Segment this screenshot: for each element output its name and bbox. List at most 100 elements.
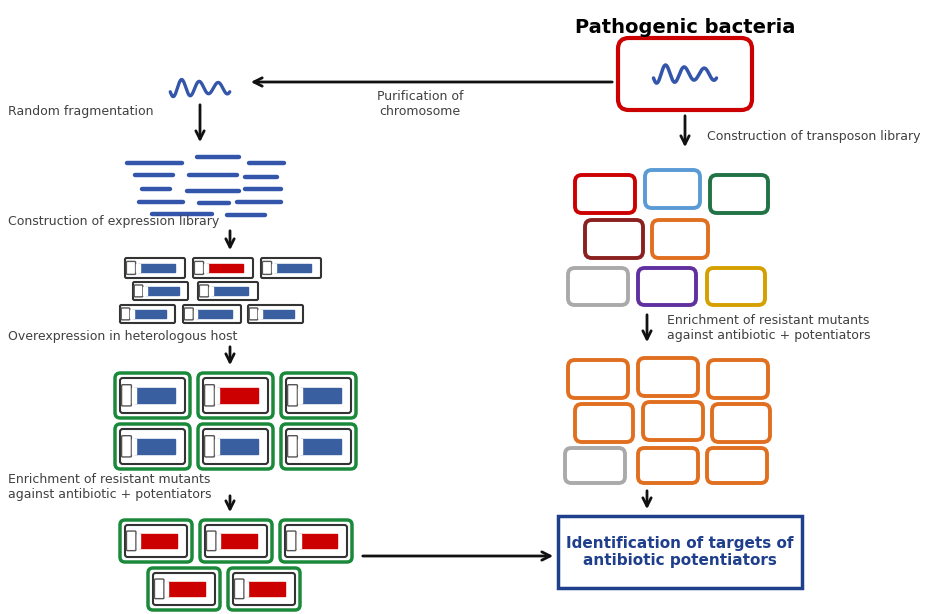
FancyBboxPatch shape bbox=[643, 402, 703, 440]
Bar bbox=[244, 582, 248, 596]
Bar bbox=[146, 287, 179, 295]
Text: Overexpression in heterologous host: Overexpression in heterologous host bbox=[8, 330, 237, 343]
FancyBboxPatch shape bbox=[126, 262, 135, 274]
Text: Identification of targets of
antibiotic potentiators: Identification of targets of antibiotic … bbox=[566, 536, 794, 568]
Bar bbox=[288, 437, 297, 456]
Bar bbox=[128, 532, 135, 550]
Bar bbox=[217, 439, 258, 454]
FancyBboxPatch shape bbox=[233, 573, 295, 605]
Bar bbox=[288, 386, 297, 405]
FancyBboxPatch shape bbox=[568, 360, 628, 398]
Bar bbox=[297, 534, 300, 548]
Bar bbox=[300, 388, 341, 403]
Bar bbox=[217, 388, 258, 403]
FancyBboxPatch shape bbox=[204, 436, 215, 457]
Bar bbox=[165, 582, 169, 596]
FancyBboxPatch shape bbox=[281, 424, 356, 469]
Bar bbox=[299, 388, 302, 403]
FancyBboxPatch shape bbox=[193, 258, 253, 278]
Bar bbox=[139, 534, 177, 548]
Bar bbox=[299, 439, 302, 454]
FancyBboxPatch shape bbox=[638, 268, 696, 305]
FancyBboxPatch shape bbox=[134, 285, 143, 297]
FancyBboxPatch shape bbox=[707, 448, 767, 483]
Bar bbox=[132, 388, 136, 403]
FancyBboxPatch shape bbox=[568, 268, 628, 305]
Bar bbox=[250, 309, 257, 319]
FancyBboxPatch shape bbox=[198, 373, 273, 418]
FancyBboxPatch shape bbox=[261, 258, 321, 278]
FancyBboxPatch shape bbox=[200, 285, 209, 297]
Bar bbox=[186, 309, 192, 319]
FancyBboxPatch shape bbox=[200, 520, 272, 562]
FancyBboxPatch shape bbox=[206, 531, 216, 551]
FancyBboxPatch shape bbox=[121, 436, 132, 457]
FancyBboxPatch shape bbox=[638, 358, 698, 396]
FancyBboxPatch shape bbox=[127, 531, 136, 551]
Bar bbox=[216, 388, 219, 403]
Text: Construction of expression library: Construction of expression library bbox=[8, 215, 219, 228]
Bar bbox=[287, 532, 295, 550]
FancyBboxPatch shape bbox=[120, 378, 185, 413]
Bar bbox=[132, 439, 136, 454]
FancyBboxPatch shape bbox=[198, 282, 258, 300]
FancyBboxPatch shape bbox=[203, 378, 268, 413]
FancyBboxPatch shape bbox=[125, 258, 185, 278]
Bar bbox=[122, 386, 131, 405]
FancyBboxPatch shape bbox=[121, 385, 132, 406]
Bar bbox=[122, 437, 131, 456]
FancyBboxPatch shape bbox=[148, 568, 220, 610]
Bar bbox=[194, 310, 198, 318]
Text: Enrichment of resistant mutants
against antibiotic + potentiators: Enrichment of resistant mutants against … bbox=[667, 314, 870, 342]
FancyBboxPatch shape bbox=[194, 262, 203, 274]
FancyBboxPatch shape bbox=[198, 424, 273, 469]
FancyBboxPatch shape bbox=[115, 373, 190, 418]
FancyBboxPatch shape bbox=[121, 308, 130, 320]
Bar bbox=[128, 262, 134, 273]
Bar bbox=[216, 534, 220, 548]
Bar bbox=[216, 439, 219, 454]
FancyBboxPatch shape bbox=[285, 525, 347, 557]
FancyBboxPatch shape bbox=[710, 175, 768, 213]
FancyBboxPatch shape bbox=[707, 268, 765, 305]
Bar bbox=[207, 532, 215, 550]
Bar bbox=[122, 309, 129, 319]
FancyBboxPatch shape bbox=[183, 305, 241, 323]
FancyBboxPatch shape bbox=[286, 429, 351, 464]
FancyBboxPatch shape bbox=[205, 525, 267, 557]
FancyBboxPatch shape bbox=[286, 378, 351, 413]
Bar bbox=[135, 286, 142, 296]
Text: Enrichment of resistant mutants
against antibiotic + potentiators: Enrichment of resistant mutants against … bbox=[8, 473, 212, 501]
Bar bbox=[246, 582, 285, 596]
Bar bbox=[136, 263, 140, 273]
FancyBboxPatch shape bbox=[287, 436, 298, 457]
Bar bbox=[204, 263, 208, 273]
FancyBboxPatch shape bbox=[558, 516, 802, 588]
FancyBboxPatch shape bbox=[115, 424, 190, 469]
Text: Construction of transposon library: Construction of transposon library bbox=[707, 130, 921, 143]
Bar bbox=[195, 262, 202, 273]
Bar bbox=[258, 310, 262, 318]
Bar bbox=[263, 262, 271, 273]
FancyBboxPatch shape bbox=[286, 531, 296, 551]
FancyBboxPatch shape bbox=[248, 305, 303, 323]
Bar bbox=[201, 286, 208, 296]
FancyBboxPatch shape bbox=[652, 220, 708, 258]
FancyBboxPatch shape bbox=[645, 170, 700, 208]
FancyBboxPatch shape bbox=[281, 373, 356, 418]
Bar bbox=[218, 534, 258, 548]
FancyBboxPatch shape bbox=[618, 38, 752, 110]
FancyBboxPatch shape bbox=[120, 520, 192, 562]
FancyBboxPatch shape bbox=[287, 385, 298, 406]
FancyBboxPatch shape bbox=[262, 262, 272, 274]
Bar bbox=[138, 263, 175, 273]
Bar bbox=[206, 263, 244, 273]
FancyBboxPatch shape bbox=[203, 429, 268, 464]
FancyBboxPatch shape bbox=[120, 305, 175, 323]
FancyBboxPatch shape bbox=[133, 282, 188, 300]
FancyBboxPatch shape bbox=[249, 308, 258, 320]
FancyBboxPatch shape bbox=[228, 568, 300, 610]
Bar bbox=[144, 287, 146, 295]
Text: Random fragmentation: Random fragmentation bbox=[8, 105, 154, 118]
Bar bbox=[167, 582, 205, 596]
